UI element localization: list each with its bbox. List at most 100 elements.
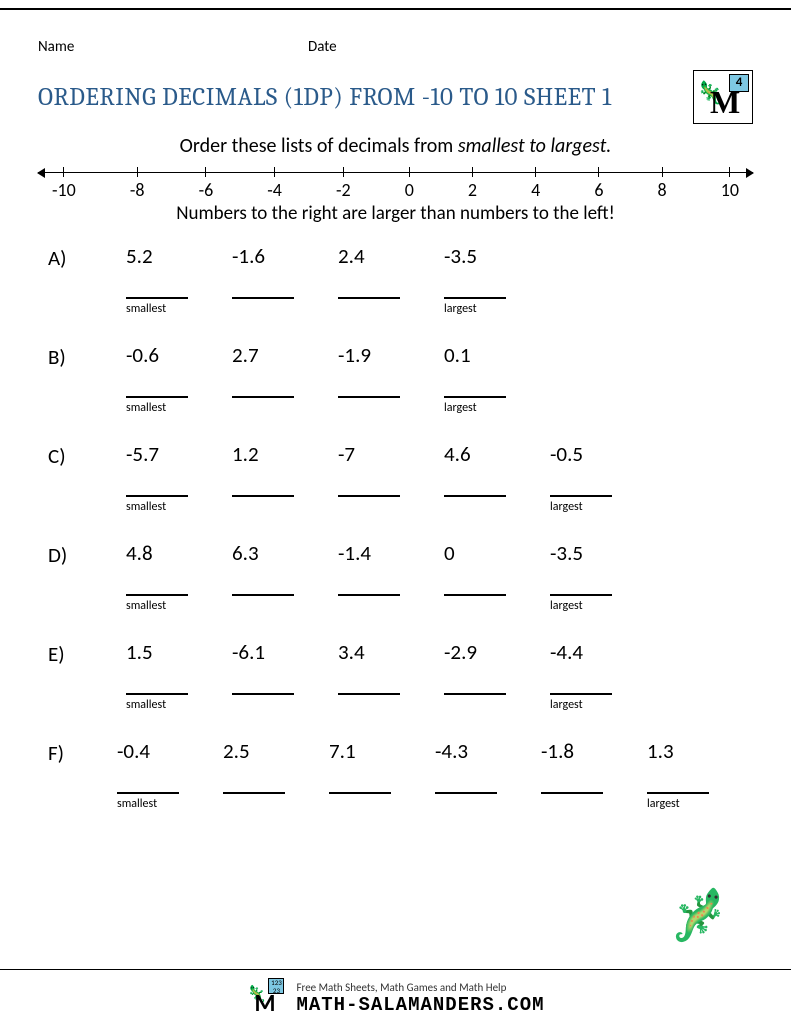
answer-blank[interactable] xyxy=(329,772,391,794)
decimal-value: 0 xyxy=(444,540,550,568)
date-label: Date xyxy=(308,38,337,56)
position-label: largest xyxy=(550,698,656,712)
answer-blank[interactable] xyxy=(338,673,400,695)
decimal-value: -3.5 xyxy=(444,243,550,271)
answer-blank[interactable] xyxy=(126,673,188,695)
decimal-value: -6.1 xyxy=(232,639,338,667)
decimal-value: -2.9 xyxy=(444,639,550,667)
decimal-value: -4.4 xyxy=(550,639,656,667)
position-label: largest xyxy=(647,797,753,811)
value-column: -1.4 xyxy=(338,540,444,613)
number-line-tick: -10 xyxy=(52,167,76,201)
decimal-value: 1.2 xyxy=(232,441,338,469)
problem-values: -5.7smallest1.2 -7 4.6 -0.5largest xyxy=(126,441,656,514)
number-line-tick: 6 xyxy=(594,167,603,201)
answer-blank[interactable] xyxy=(444,376,506,398)
answer-blank[interactable] xyxy=(223,772,285,794)
position-label xyxy=(232,698,338,712)
answer-blank[interactable] xyxy=(232,673,294,695)
value-column: -4.4 largest xyxy=(550,639,656,712)
decimal-value: 5.2 xyxy=(126,243,232,271)
answer-blank[interactable] xyxy=(338,574,400,596)
problem-row: C)-5.7smallest1.2 -7 4.6 -0.5largest xyxy=(48,441,753,514)
decimal-value: -0.6 xyxy=(126,342,232,370)
value-column: 0.1 largest xyxy=(444,342,550,415)
decimal-value: 0.1 xyxy=(444,342,550,370)
decimal-value: -1.4 xyxy=(338,540,444,568)
title-row: ORDERING DECIMALS (1DP) FROM -10 TO 10 S… xyxy=(38,70,753,124)
decimal-value: -1.6 xyxy=(232,243,338,271)
value-column: -2.9 xyxy=(444,639,550,712)
position-label: smallest xyxy=(126,302,232,316)
problem-values: 4.8smallest6.3 -1.4 0 -3.5largest xyxy=(126,540,656,613)
answer-blank[interactable] xyxy=(444,673,506,695)
tick-label: 0 xyxy=(405,179,414,201)
answer-blank[interactable] xyxy=(126,277,188,299)
position-label: largest xyxy=(550,599,656,613)
answer-blank[interactable] xyxy=(126,574,188,596)
position-label xyxy=(232,500,338,514)
problem-letter: F) xyxy=(48,738,117,811)
tick-mark xyxy=(662,167,663,177)
answer-blank[interactable] xyxy=(541,772,603,794)
tick-mark xyxy=(598,167,599,177)
number-line-tick: 2 xyxy=(468,167,477,201)
decimal-value: -1.8 xyxy=(541,738,647,766)
tick-mark xyxy=(63,167,64,177)
answer-blank[interactable] xyxy=(338,475,400,497)
position-label: smallest xyxy=(126,401,232,415)
answer-blank[interactable] xyxy=(647,772,709,794)
answer-blank[interactable] xyxy=(444,574,506,596)
value-column: -3.5largest xyxy=(444,243,550,316)
problem-values: 1.5smallest-6.1 3.4 -2.9 -4.4largest xyxy=(126,639,656,712)
answer-blank[interactable] xyxy=(550,673,612,695)
answer-blank[interactable] xyxy=(232,277,294,299)
answer-blank[interactable] xyxy=(435,772,497,794)
decimal-value: 3.4 xyxy=(338,639,444,667)
decimal-value: 2.5 xyxy=(223,738,329,766)
position-label xyxy=(338,698,444,712)
problem-row: D)4.8smallest6.3 -1.4 0 -3.5largest xyxy=(48,540,753,613)
position-label xyxy=(338,401,444,415)
answer-blank[interactable] xyxy=(232,475,294,497)
value-column: 1.3 largest xyxy=(647,738,753,811)
value-column: 2.4 xyxy=(338,243,444,316)
decimal-value: 7.1 xyxy=(329,738,435,766)
position-label xyxy=(338,599,444,613)
answer-blank[interactable] xyxy=(232,574,294,596)
value-column: 5.2 smallest xyxy=(126,243,232,316)
answer-blank[interactable] xyxy=(444,277,506,299)
decimal-value: 2.4 xyxy=(338,243,444,271)
problem-values: -0.4smallest2.5 7.1 -4.3 -1.8 1.3largest xyxy=(117,738,753,811)
answer-blank[interactable] xyxy=(232,376,294,398)
problem-letter: D) xyxy=(48,540,126,613)
number-line-tick: 4 xyxy=(531,167,540,201)
problem-letter: B) xyxy=(48,342,126,415)
value-column: 1.2 xyxy=(232,441,338,514)
tick-label: -4 xyxy=(267,179,282,201)
value-column: -1.8 xyxy=(541,738,647,811)
answer-blank[interactable] xyxy=(444,475,506,497)
problems-list: A)5.2smallest-1.6 2.4 -3.5largestB)-0.6s… xyxy=(38,243,753,811)
page-footer: 🦎 M 123 23 Free Math Sheets, Math Games … xyxy=(0,969,791,1018)
problem-letter: C) xyxy=(48,441,126,514)
answer-blank[interactable] xyxy=(117,772,179,794)
tick-label: 4 xyxy=(531,179,540,201)
decimal-value: -5.7 xyxy=(126,441,232,469)
decimal-value: 1.3 xyxy=(647,738,753,766)
position-label: largest xyxy=(444,401,550,415)
value-column: 3.4 xyxy=(338,639,444,712)
answer-blank[interactable] xyxy=(550,574,612,596)
tick-label: -8 xyxy=(130,179,145,201)
answer-blank[interactable] xyxy=(550,475,612,497)
instruction-prefix: Order these lists of decimals from xyxy=(180,134,458,158)
answer-blank[interactable] xyxy=(126,376,188,398)
footer-url: MATH-SALAMANDERS.COM xyxy=(296,994,544,1016)
value-column: -0.4smallest xyxy=(117,738,223,811)
answer-blank[interactable] xyxy=(338,376,400,398)
answer-blank[interactable] xyxy=(338,277,400,299)
position-label xyxy=(541,797,647,811)
problem-row: E)1.5smallest-6.1 3.4 -2.9 -4.4largest xyxy=(48,639,753,712)
decimal-value: 1.5 xyxy=(126,639,232,667)
answer-blank[interactable] xyxy=(126,475,188,497)
